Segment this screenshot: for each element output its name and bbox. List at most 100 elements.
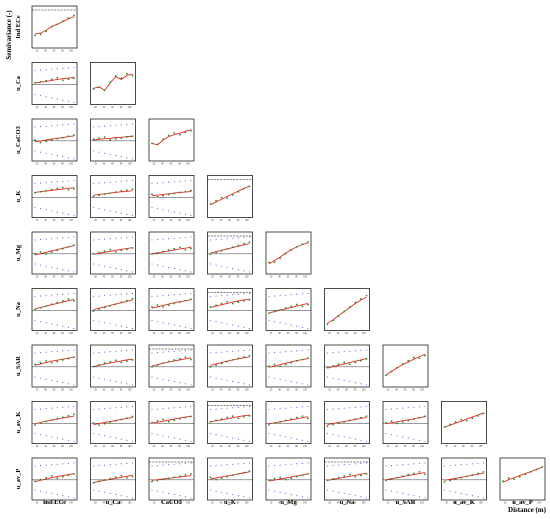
x-tick-label: 40 [44, 445, 47, 448]
experimental-point [162, 194, 165, 197]
experimental-point [190, 298, 192, 301]
panel-7-0: 20 40 60 80 100 [31, 401, 78, 448]
row-labels: Ind ECe u_Ca u_CaCO3 u_K u_Mg u_Na u_SAR u_av_K… [15, 15, 22, 489]
envelope-upper-point [274, 352, 276, 354]
x-tick-label: 20 [211, 389, 214, 392]
fitted-model-line [444, 472, 484, 481]
envelope-upper-point [34, 408, 36, 411]
x-tick-label: 20 [36, 276, 39, 279]
experimental-point [348, 363, 351, 366]
experimental-point [248, 470, 251, 472]
envelope-lower-point [190, 497, 192, 499]
x-tick-label: 80 [295, 445, 298, 448]
experimental-point [162, 250, 165, 253]
experimental-point [114, 419, 117, 422]
panel-frame [265, 457, 312, 501]
x-tick-label: 60 [462, 502, 465, 505]
envelope-upper-point [243, 462, 245, 464]
envelope-upper-point [115, 350, 117, 352]
x-tick-label: 40 [337, 332, 340, 335]
envelope-upper-point [402, 464, 404, 466]
envelope-upper-point [51, 464, 53, 466]
experimental-point [231, 246, 234, 249]
experimental-point [67, 78, 70, 81]
experimental-point [209, 306, 212, 308]
envelope-upper-point [104, 408, 106, 410]
envelope-upper-point [120, 237, 122, 239]
experimental-point [92, 481, 95, 484]
envelope-lower-point [290, 324, 292, 326]
envelope-lower-point [232, 437, 234, 439]
envelope-upper-point [396, 408, 398, 410]
experimental-point [98, 308, 100, 311]
panel-1-1: 20 40 60 80 100 [90, 62, 136, 109]
experimental-point [268, 479, 270, 482]
experimental-point [237, 473, 240, 475]
experimental-point [326, 425, 329, 428]
panel-frame [148, 288, 195, 331]
experimental-point [231, 358, 234, 361]
envelope-lower-point [34, 206, 36, 209]
envelope-upper-point [424, 462, 426, 464]
panel-frame [324, 401, 370, 444]
x-tick-label: 40 [44, 389, 47, 392]
x-tick-label: 60 [287, 276, 290, 279]
envelope-upper-point [73, 349, 75, 351]
experimental-point [39, 422, 42, 425]
x-tick-label: 20 [36, 502, 39, 505]
experimental-point [173, 476, 176, 479]
x-tick-label: 100 [362, 332, 367, 335]
x-tick-label: 60 [53, 445, 56, 448]
fitted-model-line [34, 415, 75, 425]
x-tick-label: 60 [287, 502, 290, 505]
envelope-upper-point [360, 349, 362, 351]
x-tick-label: 80 [471, 502, 474, 505]
envelope-upper-point [34, 239, 36, 241]
envelope-lower-point [62, 325, 64, 327]
envelope-upper-point [168, 238, 170, 240]
envelope-lower-point [92, 150, 95, 152]
experimental-point [518, 475, 521, 478]
experimental-point [385, 479, 387, 482]
envelope-lower-point [157, 321, 159, 323]
experimental-point [103, 362, 106, 365]
envelope-upper-point [407, 407, 409, 409]
experimental-point [156, 364, 159, 366]
envelope-lower-point [237, 382, 239, 384]
experimental-point [529, 471, 532, 473]
envelope-lower-point [190, 271, 192, 273]
experimental-point [103, 89, 106, 92]
experimental-point [226, 416, 229, 419]
envelope-lower-point [120, 156, 122, 158]
x-tick-label: 100 [69, 106, 74, 109]
panel-7-1: 20 40 60 80 100 [90, 401, 136, 448]
experimental-point [98, 137, 100, 139]
experimental-point [482, 471, 485, 473]
envelope-lower-point [301, 496, 303, 498]
experimental-point [190, 247, 192, 250]
envelope-upper-point [307, 349, 309, 351]
panel-frame [382, 401, 429, 444]
panel-frame [499, 457, 546, 501]
envelope-lower-point [109, 210, 111, 212]
experimental-point [178, 246, 181, 249]
fitted-model-line [210, 356, 250, 366]
x-tick-label: 100 [303, 276, 308, 279]
experimental-point [215, 478, 217, 481]
experimental-point [178, 417, 181, 420]
experimental-point [209, 366, 212, 368]
x-tick-label: 80 [120, 332, 123, 335]
experimental-point [34, 480, 36, 483]
envelope-upper-point [56, 463, 58, 465]
envelope-upper-point [237, 350, 239, 352]
experimental-point [524, 473, 527, 476]
envelope-upper-point [268, 295, 270, 298]
envelope-lower-point [34, 376, 36, 378]
experimental-point [73, 413, 75, 416]
column-label: u_Mg [280, 499, 297, 506]
x-tick-label: 40 [220, 502, 223, 505]
envelope-lower-point [290, 381, 292, 383]
envelope-lower-point [51, 379, 53, 381]
envelope-lower-point [131, 214, 134, 217]
experimental-point [156, 195, 159, 198]
